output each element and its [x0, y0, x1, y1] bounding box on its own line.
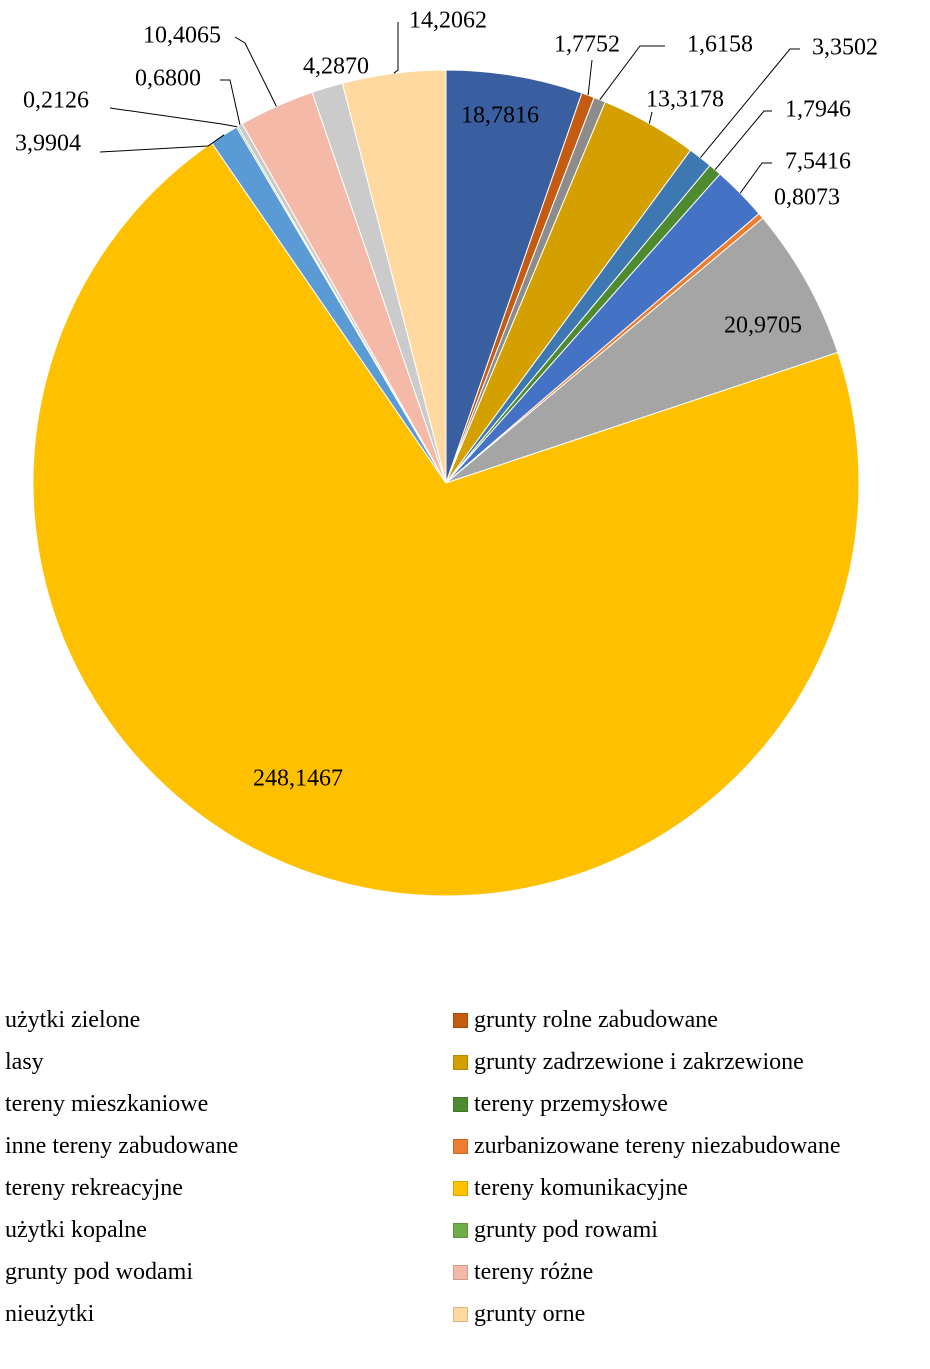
legend-item: użytki kopalne	[0, 1212, 147, 1248]
legend-swatch	[453, 1265, 468, 1280]
legend-label: tereny rekreacyjne	[5, 1175, 183, 1201]
data-label: 0,2126	[23, 88, 89, 114]
data-label: 0,6800	[135, 66, 201, 92]
data-label: 3,3502	[812, 35, 878, 61]
legend-item: tereny przemysłowe	[453, 1086, 668, 1122]
legend-swatch	[453, 1307, 468, 1322]
legend-item: lasy	[0, 1044, 44, 1080]
legend-label: użytki kopalne	[5, 1217, 147, 1243]
data-label: 248,1467	[253, 766, 343, 792]
pie-chart: 18,7816 1,7752 1,6158 13,3178 3,3502 1,7946 7,…	[15, 8, 878, 897]
legend-item: użytki zielone	[0, 1002, 140, 1038]
legend-label: tereny różne	[474, 1259, 594, 1285]
legend-swatch	[453, 1223, 468, 1238]
pie-slice	[341, 69, 447, 484]
leader-line	[648, 111, 653, 124]
data-labels: 18,7816 1,7752 1,6158 13,3178 3,3502 1,7946 7,…	[15, 8, 878, 792]
legend-label: grunty pod rowami	[474, 1217, 658, 1243]
legend-swatch	[453, 1097, 468, 1112]
legend-label: lasy	[5, 1049, 44, 1075]
legend-item: grunty zadrzewione i zakrzewione	[453, 1044, 804, 1080]
legend: użytki zielone grunty rolne zabudowane las…	[0, 1000, 930, 1369]
pie-slice	[445, 69, 583, 484]
leader-line	[393, 22, 399, 74]
legend-label: nieużytki	[5, 1301, 95, 1327]
data-label: 10,4065	[143, 23, 221, 49]
leader-line	[714, 110, 772, 171]
data-label: 1,6158	[687, 32, 753, 58]
legend-label: tereny mieszkaniowe	[5, 1091, 209, 1117]
pie-slices	[32, 69, 860, 897]
leader-line	[599, 45, 665, 100]
legend-item: grunty pod wodami	[0, 1254, 193, 1290]
legend-label: inne tereny zabudowane	[5, 1133, 239, 1159]
legend-label: zurbanizowane tereny niezabudowane	[474, 1133, 841, 1159]
legend-label: grunty rolne zabudowane	[474, 1007, 718, 1033]
legend-item: zurbanizowane tereny niezabudowane	[453, 1128, 840, 1164]
data-label: 1,7946	[785, 97, 851, 123]
legend-label: grunty orne	[474, 1301, 586, 1327]
data-label: 4,2870	[303, 54, 369, 80]
leader-line	[99, 134, 225, 153]
legend-item: grunty orne	[453, 1296, 585, 1332]
data-label: 13,3178	[646, 87, 724, 113]
leader-line	[739, 162, 772, 194]
legend-label: użytki zielone	[5, 1007, 141, 1033]
legend-item: tereny komunikacyjne	[453, 1170, 688, 1206]
leader-line	[587, 59, 593, 96]
legend-swatch	[453, 1181, 468, 1196]
pie-slice	[445, 217, 839, 484]
legend-item: inne tereny zabudowane	[0, 1128, 238, 1164]
legend-item: tereny mieszkaniowe	[0, 1086, 208, 1122]
legend-item: tereny rekreacyjne	[0, 1170, 183, 1206]
legend-swatch	[453, 1139, 468, 1154]
legend-label: grunty pod wodami	[5, 1259, 193, 1285]
pie-slice	[32, 142, 860, 897]
data-label: 14,2062	[409, 8, 487, 34]
data-label: 1,7752	[554, 32, 620, 58]
leader-lines	[99, 22, 800, 194]
legend-label: tereny przemysłowe	[474, 1091, 668, 1117]
leader-line	[220, 79, 241, 126]
legend-label: grunty zadrzewione i zakrzewione	[474, 1049, 804, 1075]
data-label: 7,5416	[785, 149, 851, 175]
legend-item: nieużytki	[0, 1296, 94, 1332]
data-label: 0,8073	[774, 185, 840, 211]
leader-line	[700, 48, 800, 159]
legend-item: tereny różne	[453, 1254, 593, 1290]
legend-item: grunty rolne zabudowane	[453, 1002, 718, 1038]
legend-item: grunty pod rowami	[453, 1212, 658, 1248]
data-label: 20,9705	[724, 313, 802, 339]
leader-line	[109, 107, 238, 128]
legend-swatch	[453, 1055, 468, 1070]
leader-line	[234, 36, 277, 107]
data-label: 3,9904	[15, 131, 81, 157]
legend-swatch	[453, 1013, 468, 1028]
legend-label: tereny komunikacyjne	[474, 1175, 688, 1201]
data-label: 18,7816	[461, 103, 539, 129]
